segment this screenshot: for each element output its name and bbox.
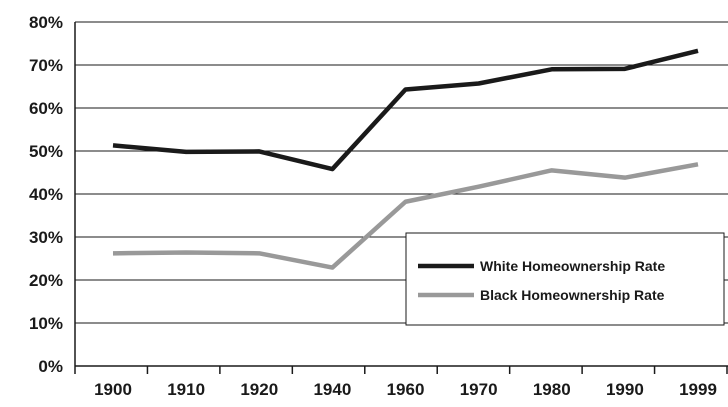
y-tick-label: 70% [29,56,63,75]
x-axis-tick-labels: 1900 1910 1920 1940 1960 1970 1980 1990 1999 [94,380,717,399]
x-tick-label: 1990 [606,380,644,399]
y-tick-label: 60% [29,99,63,118]
y-tick-label: 50% [29,142,63,161]
y-tick-label: 20% [29,271,63,290]
y-tick-label: 80% [29,13,63,32]
series-lines [112,48,699,270]
y-tick-label: 30% [29,228,63,247]
x-tick-label: 1970 [460,380,498,399]
legend-label-black: Black Homeownership Rate [480,287,665,303]
legend-label-white: White Homeownership Rate [480,258,665,274]
legend: White Homeownership Rate Black Homeowner… [405,232,725,326]
x-tick-label: 1940 [313,380,351,399]
y-axis-tick-labels: 0% 10% 20% 30% 40% 50% 60% 70% 80% [29,13,63,376]
y-tick-label: 0% [38,357,63,376]
x-tick-label: 1900 [94,380,132,399]
y-tick-label: 10% [29,314,63,333]
legend-box [405,232,725,326]
x-tick-label: 1999 [679,380,717,399]
x-tick-label: 1910 [167,380,205,399]
x-tick-label: 1920 [240,380,278,399]
y-tick-label: 40% [29,185,63,204]
axes [74,22,728,374]
x-tick-label: 1960 [387,380,425,399]
x-tick-label: 1980 [533,380,571,399]
